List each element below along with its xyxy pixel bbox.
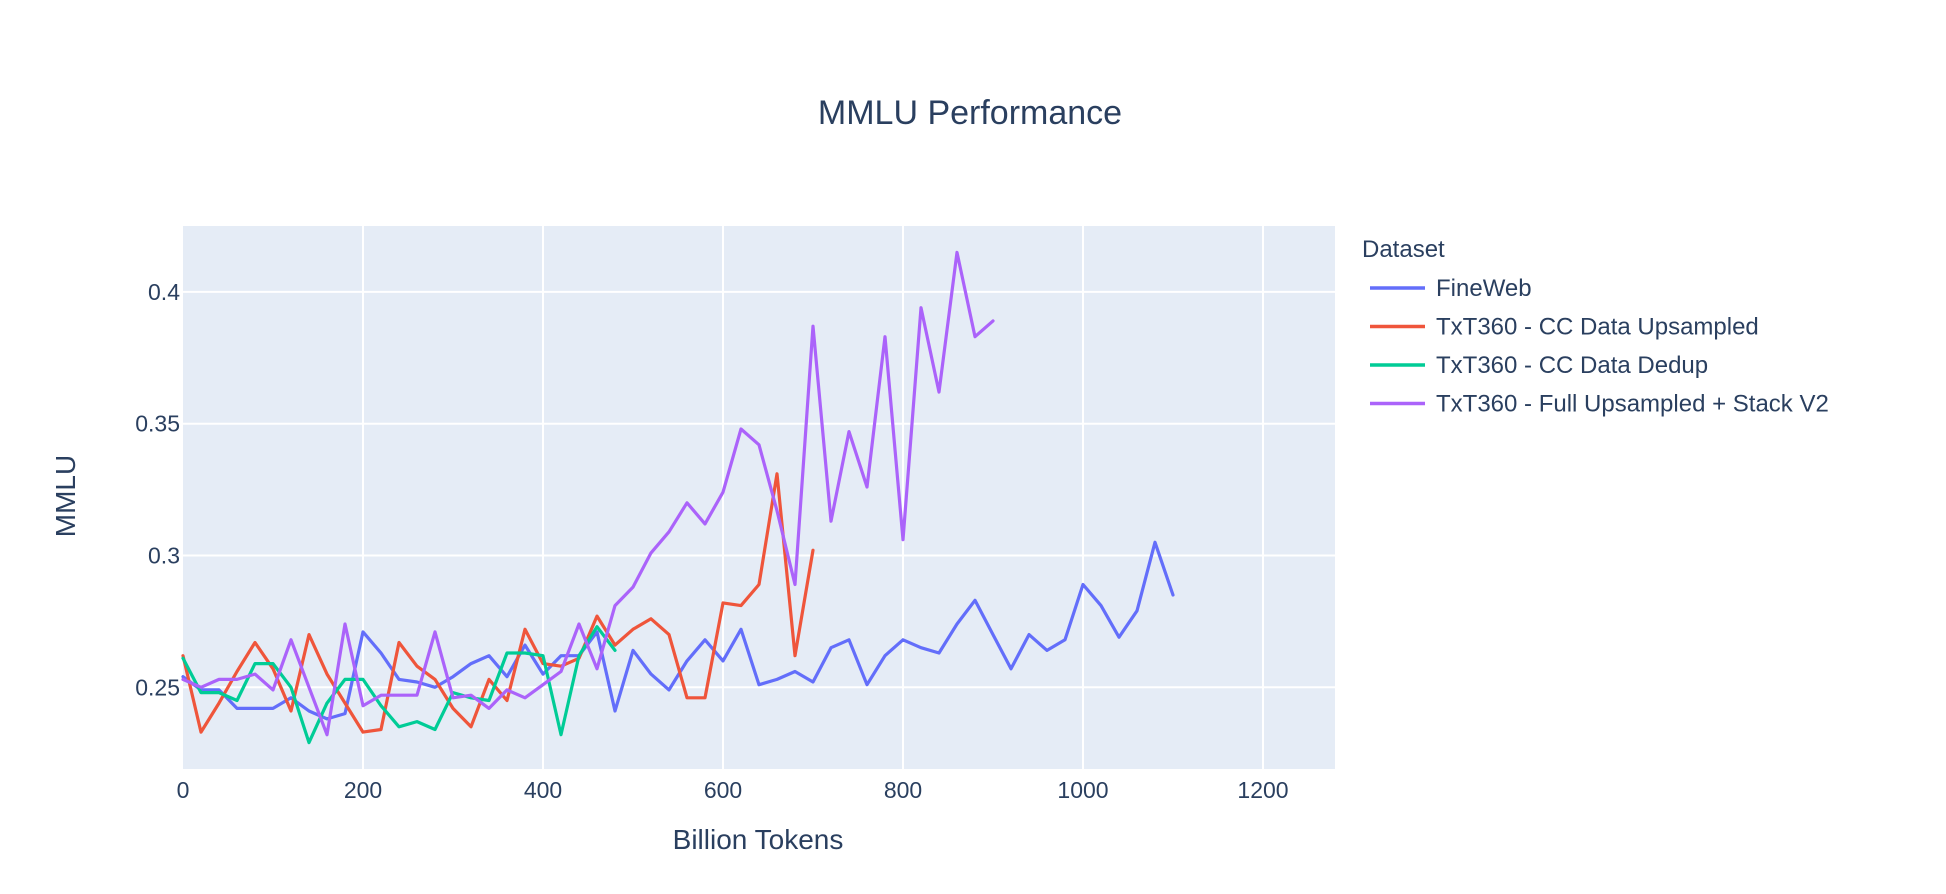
x-tick-label: 600 bbox=[704, 777, 742, 803]
x-tick-label: 1000 bbox=[1057, 777, 1108, 803]
x-tick-label: 0 bbox=[177, 777, 190, 803]
legend-item[interactable]: TxT360 - CC Data Dedup bbox=[1370, 352, 1708, 379]
y-tick-label: 0.25 bbox=[135, 674, 180, 700]
series-line-0 bbox=[181, 540, 1175, 721]
legend-title: Dataset bbox=[1362, 236, 1445, 263]
grid-lines bbox=[183, 226, 1335, 769]
series-line-3 bbox=[181, 250, 995, 737]
legend-item[interactable]: TxT360 - Full Upsampled + Stack V2 bbox=[1370, 391, 1829, 418]
legend-label: TxT360 - CC Data Dedup bbox=[1436, 352, 1708, 379]
y-tick-label: 0.35 bbox=[135, 411, 180, 437]
y-tick-label: 0.4 bbox=[148, 279, 180, 305]
legend-label: FineWeb bbox=[1436, 275, 1532, 302]
plot-area bbox=[183, 226, 1335, 769]
y-axis: 0.25 0.3 0.35 0.4 bbox=[135, 279, 180, 700]
y-tick-label: 0.3 bbox=[148, 542, 180, 568]
legend-item[interactable]: FineWeb bbox=[1370, 275, 1532, 302]
legend-item[interactable]: TxT360 - CC Data Upsampled bbox=[1370, 314, 1759, 341]
series-lines bbox=[181, 250, 1175, 745]
legend: Dataset FineWeb TxT360 - CC Data Upsample… bbox=[1362, 236, 1829, 418]
x-tick-label: 200 bbox=[344, 777, 382, 803]
x-tick-label: 400 bbox=[524, 777, 562, 803]
x-tick-label: 800 bbox=[884, 777, 922, 803]
legend-label: TxT360 - CC Data Upsampled bbox=[1436, 314, 1759, 341]
chart-title: MMLU Performance bbox=[818, 94, 1122, 132]
legend-label: TxT360 - Full Upsampled + Stack V2 bbox=[1436, 391, 1829, 418]
x-axis: 0 200 400 600 800 1000 1200 bbox=[177, 777, 1289, 803]
x-tick-label: 1200 bbox=[1237, 777, 1288, 803]
x-axis-title: Billion Tokens bbox=[673, 824, 844, 855]
y-axis-title: MMLU bbox=[50, 455, 81, 537]
series-line-2 bbox=[181, 625, 617, 745]
series-line-1 bbox=[181, 472, 815, 734]
